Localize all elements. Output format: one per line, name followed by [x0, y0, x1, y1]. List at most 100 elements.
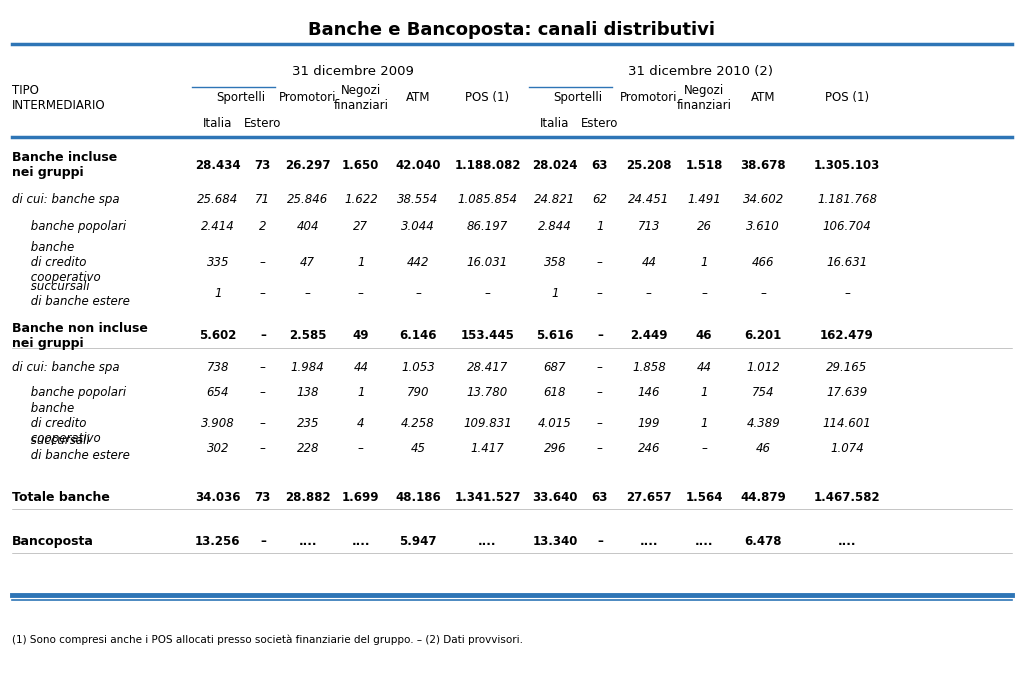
Text: 29.165: 29.165 — [826, 360, 867, 373]
Text: 687: 687 — [544, 360, 566, 373]
Text: 1.491: 1.491 — [687, 193, 721, 206]
Text: 296: 296 — [544, 442, 566, 455]
Text: 46: 46 — [695, 329, 713, 343]
Text: Negozi
finanziari: Negozi finanziari — [677, 84, 731, 112]
Text: 31 dicembre 2010 (2): 31 dicembre 2010 (2) — [629, 65, 773, 78]
Text: 47: 47 — [300, 256, 315, 269]
Text: –: – — [760, 288, 766, 301]
Text: 4.015: 4.015 — [538, 418, 571, 430]
Text: 106.704: 106.704 — [822, 220, 871, 233]
Text: ....: .... — [640, 534, 658, 547]
Text: succursali
     di banche estere: succursali di banche estere — [11, 435, 129, 462]
Text: 713: 713 — [638, 220, 660, 233]
Text: 25.846: 25.846 — [287, 193, 329, 206]
Text: 34.036: 34.036 — [196, 490, 241, 504]
Text: –: – — [260, 386, 266, 398]
Text: Banche incluse
nei gruppi: Banche incluse nei gruppi — [11, 151, 117, 180]
Text: 754: 754 — [752, 386, 774, 398]
Text: POS (1): POS (1) — [466, 91, 510, 104]
Text: –: – — [358, 442, 364, 455]
Text: 45: 45 — [411, 442, 426, 455]
Text: Estero: Estero — [582, 117, 618, 130]
Text: 466: 466 — [752, 256, 774, 269]
Text: ATM: ATM — [406, 91, 430, 104]
Text: 33.640: 33.640 — [532, 490, 578, 504]
Text: –: – — [844, 288, 850, 301]
Text: 358: 358 — [544, 256, 566, 269]
Text: Totale banche: Totale banche — [11, 490, 110, 504]
Text: 42.040: 42.040 — [395, 158, 440, 172]
Text: 27.657: 27.657 — [626, 490, 672, 504]
Text: 146: 146 — [638, 386, 660, 398]
Text: 5.616: 5.616 — [537, 329, 573, 343]
Text: –: – — [597, 386, 603, 398]
Text: 24.821: 24.821 — [535, 193, 575, 206]
Text: –: – — [305, 288, 310, 301]
Text: TIPO
INTERMEDIARIO: TIPO INTERMEDIARIO — [11, 84, 105, 112]
Text: 1.650: 1.650 — [342, 158, 380, 172]
Text: 2.414: 2.414 — [201, 220, 234, 233]
Text: –: – — [260, 329, 266, 343]
Text: –: – — [646, 288, 652, 301]
Text: 13.780: 13.780 — [467, 386, 508, 398]
Text: 44.879: 44.879 — [740, 490, 786, 504]
Text: Bancoposta: Bancoposta — [11, 534, 93, 547]
Text: 38.678: 38.678 — [740, 158, 786, 172]
Text: 1: 1 — [551, 288, 559, 301]
Text: 153.445: 153.445 — [461, 329, 514, 343]
Text: 1.181.768: 1.181.768 — [817, 193, 877, 206]
Text: 86.197: 86.197 — [467, 220, 508, 233]
Text: 1.622: 1.622 — [344, 193, 378, 206]
Text: –: – — [597, 418, 603, 430]
Text: 13.340: 13.340 — [532, 534, 578, 547]
Text: 17.639: 17.639 — [826, 386, 867, 398]
Text: –: – — [260, 256, 266, 269]
Text: 1.564: 1.564 — [685, 490, 723, 504]
Text: 335: 335 — [207, 256, 229, 269]
Text: 63: 63 — [592, 490, 608, 504]
Text: 16.631: 16.631 — [826, 256, 867, 269]
Text: 6.478: 6.478 — [744, 534, 782, 547]
Text: 109.831: 109.831 — [463, 418, 512, 430]
Text: –: – — [597, 329, 603, 343]
Text: 73: 73 — [255, 490, 271, 504]
Text: 3.908: 3.908 — [201, 418, 234, 430]
Text: 28.024: 28.024 — [532, 158, 578, 172]
Text: 3.044: 3.044 — [401, 220, 435, 233]
Text: 1.467.582: 1.467.582 — [814, 490, 881, 504]
Text: 31 dicembre 2009: 31 dicembre 2009 — [292, 65, 414, 78]
Text: –: – — [358, 288, 364, 301]
Text: 16.031: 16.031 — [467, 256, 508, 269]
Text: 2.449: 2.449 — [630, 329, 668, 343]
Text: 25.684: 25.684 — [198, 193, 239, 206]
Text: 1: 1 — [357, 386, 365, 398]
Text: 404: 404 — [297, 220, 319, 233]
Text: 2: 2 — [259, 220, 266, 233]
Text: 4: 4 — [357, 418, 365, 430]
Text: 618: 618 — [544, 386, 566, 398]
Text: 1.074: 1.074 — [830, 442, 864, 455]
Text: 1: 1 — [357, 256, 365, 269]
Text: –: – — [484, 288, 490, 301]
Text: 2.585: 2.585 — [289, 329, 327, 343]
Text: 5.602: 5.602 — [200, 329, 237, 343]
Text: 13.256: 13.256 — [196, 534, 241, 547]
Text: 5.947: 5.947 — [399, 534, 437, 547]
Text: 4.258: 4.258 — [401, 418, 435, 430]
Text: 38.554: 38.554 — [397, 193, 438, 206]
Text: 6.146: 6.146 — [399, 329, 437, 343]
Text: –: – — [597, 288, 603, 301]
Text: –: – — [260, 360, 266, 373]
Text: Banche e Bancoposta: canali distributivi: Banche e Bancoposta: canali distributivi — [308, 21, 716, 39]
Text: 1: 1 — [700, 418, 708, 430]
Text: –: – — [260, 534, 266, 547]
Text: di cui: banche spa: di cui: banche spa — [11, 360, 119, 373]
Text: 26: 26 — [696, 220, 712, 233]
Text: –: – — [701, 442, 707, 455]
Text: 738: 738 — [207, 360, 229, 373]
Text: –: – — [260, 288, 266, 301]
Text: 73: 73 — [255, 158, 271, 172]
Text: 1.053: 1.053 — [401, 360, 435, 373]
Text: Estero: Estero — [244, 117, 282, 130]
Text: banche popolari: banche popolari — [11, 220, 126, 233]
